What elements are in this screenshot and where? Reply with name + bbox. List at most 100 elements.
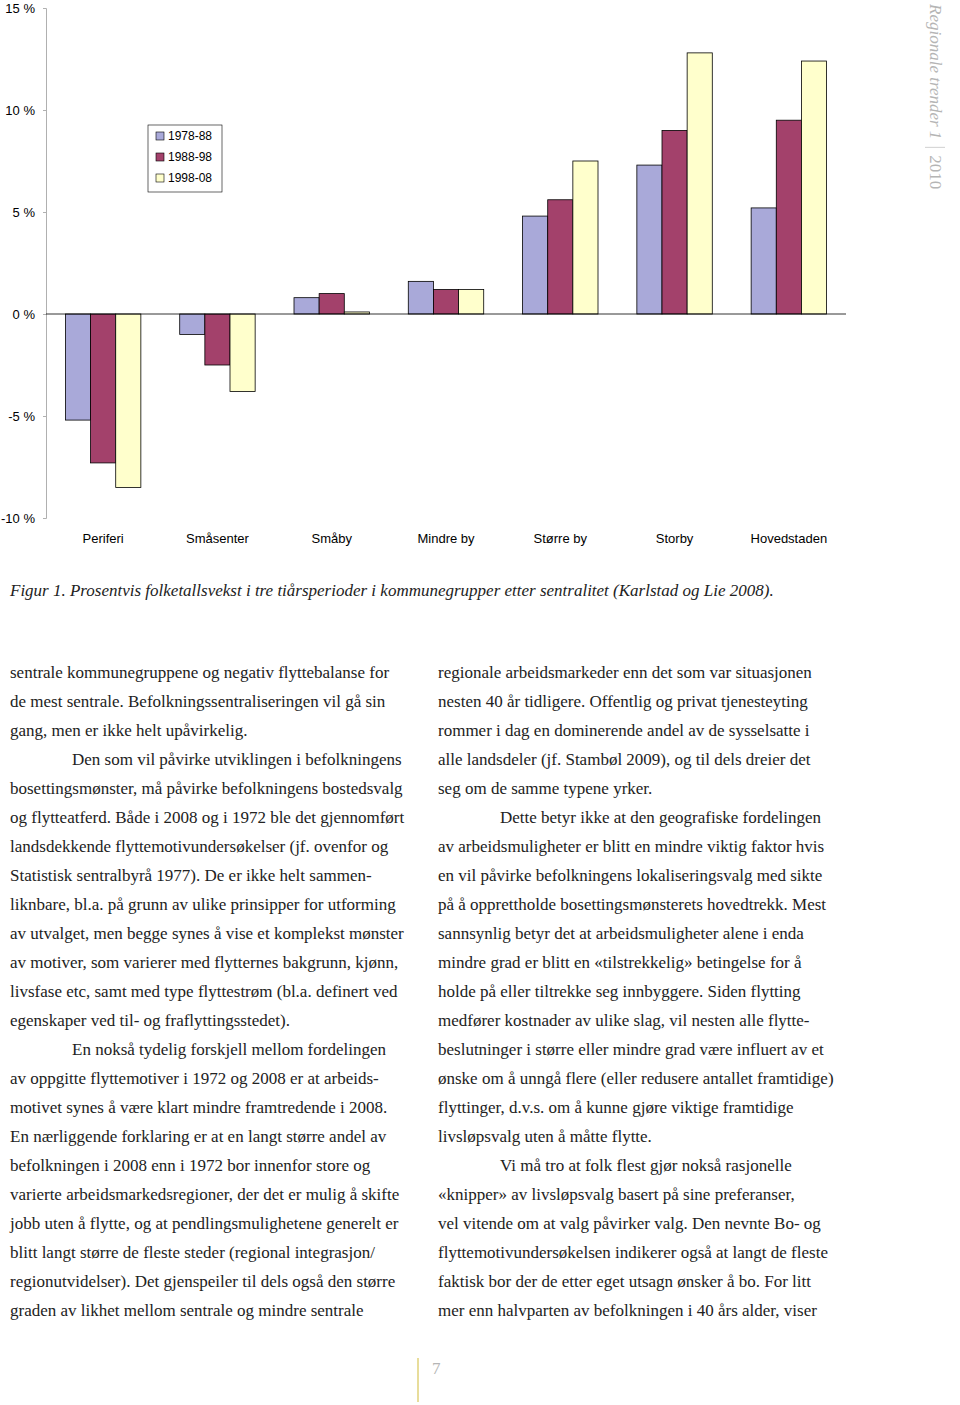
body-line: flyttinger, d.v.s. om å kunne gjøre vikt…	[438, 1098, 794, 1117]
legend: 1978-881988-981998-08	[148, 125, 222, 192]
bar	[433, 290, 458, 314]
y-tick-label: 10 %	[5, 103, 35, 118]
bar	[408, 281, 433, 314]
y-tick: -10 %	[1, 511, 46, 526]
x-tick-label: Periferi	[83, 531, 124, 546]
figure-caption: Figur 1. Prosentvis folketallsvekst i tr…	[9, 581, 774, 600]
legend-label: 1998-08	[168, 171, 212, 185]
body-line: sannsynlig betyr det at arbeidsmulighete…	[438, 924, 804, 943]
bar	[459, 290, 484, 314]
body-line: liknbare, bl.a. på grunn av ulike prinsi…	[10, 895, 396, 914]
body-line: bosettingsmønster, må påvirke befolkning…	[10, 779, 403, 798]
bar	[205, 314, 230, 365]
body-line: beslutninger i større eller mindre grad …	[438, 1040, 824, 1059]
text-column: sentrale kommunegruppene og negativ flyt…	[9, 663, 404, 1320]
body-line: «knipper» av livsløpsvalg basert på sine…	[438, 1185, 795, 1204]
body-line: medfører kostnader av ulike slag, vil ne…	[438, 1011, 810, 1030]
y-tick-mark	[43, 416, 46, 417]
legend-label: 1978-88	[168, 129, 212, 143]
bar	[65, 314, 90, 420]
body-line: jobb uten å flytte, og at pendlingsmulig…	[9, 1214, 399, 1233]
y-tick: 5 %	[13, 205, 46, 220]
legend-box	[148, 125, 222, 192]
body-line: livsløpsvalg uten å måtte flytte.	[438, 1127, 652, 1146]
y-axis-line	[43, 9, 47, 519]
body-line: mindre grad er blitt en «tilstrekkelig» …	[438, 953, 802, 972]
header-year: 2010	[926, 155, 945, 189]
x-tick-label: Småby	[311, 531, 352, 546]
x-tick-label: Mindre by	[417, 531, 475, 546]
x-tick: Småby	[311, 531, 352, 546]
body-line: nesten 40 år tidligere. Offentlig og pri…	[438, 692, 808, 711]
body-line: mer enn halvparten av befolkningen i 40 …	[438, 1301, 817, 1320]
bar	[523, 216, 548, 314]
y-axis: -10 % -5 % 0 % 5 % 10 % 15 %	[1, 1, 46, 526]
y-tick: -5 %	[8, 409, 46, 424]
x-tick: Småsenter	[186, 531, 250, 546]
x-tick: Mindre by	[417, 531, 475, 546]
body-line: landsdekkende flyttemotivundersøkelser (…	[10, 837, 389, 856]
bar	[91, 314, 116, 463]
body-line: flyttemotivundersøkelsen indikerer også …	[438, 1243, 828, 1262]
bar	[230, 314, 255, 392]
x-tick-label: Større by	[534, 531, 588, 546]
bars	[65, 53, 826, 488]
bar	[662, 130, 687, 314]
y-tick: 10 %	[5, 103, 46, 118]
x-axis: Periferi Småsenter Småby Mindre by Større by…	[83, 531, 828, 546]
bar	[573, 161, 598, 314]
body-line: av arbeidsmuligheter er blitt en mindre …	[438, 837, 824, 856]
body-line: livsfase etc, samt med type flyttestrøm …	[10, 982, 398, 1001]
y-tick-label: -10 %	[1, 511, 35, 526]
body-line: av motiver, som varierer med flytternes …	[10, 953, 398, 972]
body-line: gang, men er ikke helt upåvirkelig.	[10, 721, 247, 740]
body-line: av utvalget, men begge synes å vise et k…	[10, 924, 404, 943]
x-tick: Periferi	[83, 531, 124, 546]
body-line: Den som vil påvirke utviklingen i befolk…	[72, 750, 402, 769]
body-line: rommer i dag en dominerende andel av de …	[438, 721, 810, 740]
legend-swatch	[156, 174, 164, 182]
y-tick-label: 5 %	[13, 205, 36, 220]
body-line: graden av likhet mellom sentrale og mind…	[10, 1301, 364, 1320]
body-line: alle landsdeler (jf. Stambøl 2009), og t…	[438, 750, 811, 769]
y-tick-mark	[43, 8, 46, 9]
bar	[548, 200, 573, 314]
running-header: Regionale trender 1 2010	[925, 3, 945, 189]
bar	[751, 208, 776, 314]
header-divider	[925, 147, 945, 148]
bar	[116, 314, 141, 487]
y-tick: 0 %	[13, 307, 46, 322]
body-line: og flytteatferd. Både i 2008 og i 1972 b…	[10, 808, 404, 827]
y-tick-mark	[43, 518, 46, 519]
y-tick-label: -5 %	[8, 409, 35, 424]
body-line: motivet synes å være klart mindre framtr…	[10, 1098, 387, 1117]
y-tick-label: 15 %	[5, 1, 35, 16]
x-tick: Hovedstaden	[751, 531, 828, 546]
chart: -10 % -5 % 0 % 5 % 10 % 15 % Periferi Småsenter…	[1, 1, 846, 547]
x-tick-label: Hovedstaden	[751, 531, 828, 546]
y-tick-mark	[43, 110, 46, 111]
page: -10 % -5 % 0 % 5 % 10 % 15 % Periferi Småsenter…	[0, 0, 960, 1405]
x-tick: Større by	[534, 531, 588, 546]
body-line: regionale arbeidsmarkeder enn det som va…	[438, 663, 812, 682]
bar	[180, 314, 205, 334]
body-line: befolkningen i 2008 enn i 1972 bor innen…	[10, 1156, 371, 1175]
page-rule	[417, 1358, 419, 1402]
bar	[294, 298, 319, 314]
legend-swatch	[156, 132, 164, 140]
body-line: Statistisk sentralbyrå 1977). De er ikke…	[10, 866, 372, 885]
bar	[801, 61, 826, 314]
bar	[776, 120, 801, 314]
body-line: holde på eller tiltrekke seg innbyggere.…	[438, 982, 801, 1001]
x-tick-label: Storby	[656, 531, 694, 546]
bar	[687, 53, 712, 314]
x-tick-label: Småsenter	[186, 531, 250, 546]
body-line: faktisk bor der de etter eget utsagn øns…	[438, 1272, 811, 1291]
page-number: 7	[432, 1359, 441, 1378]
body-line: sentrale kommunegruppene og negativ flyt…	[10, 663, 389, 682]
body-line: En nokså tydelig forskjell mellom fordel…	[72, 1040, 386, 1059]
body-line: egenskaper ved til- og fraflyttingsstede…	[10, 1011, 290, 1030]
header-title: Regionale trender 1	[926, 3, 945, 139]
y-tick-mark	[43, 314, 46, 315]
body-line: de mest sentrale. Befolkningssentraliser…	[10, 692, 386, 711]
